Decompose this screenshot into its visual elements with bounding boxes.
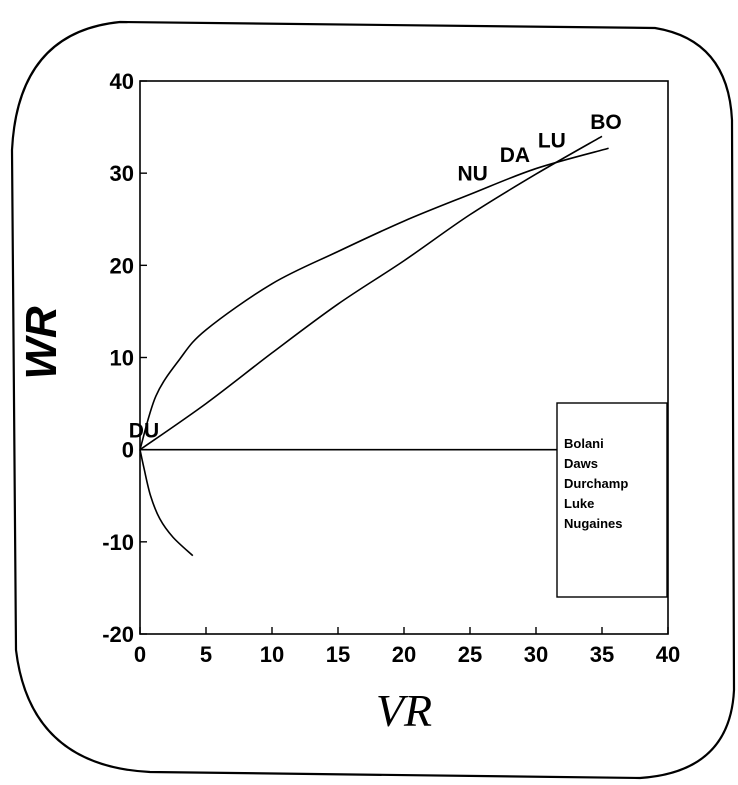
y-tick-label: 30 xyxy=(110,161,134,186)
point-labels: DU NU DA LU BO xyxy=(129,111,622,443)
x-tick-label: 15 xyxy=(326,642,350,667)
x-tick-label: 25 xyxy=(458,642,482,667)
page-frame xyxy=(10,20,736,780)
y-tick-label: -10 xyxy=(102,530,134,555)
legend-box xyxy=(556,402,668,598)
y-tick-label: 10 xyxy=(110,346,134,371)
x-tick-label: 5 xyxy=(200,642,212,667)
point-label: BO xyxy=(590,111,622,134)
point-label: DU xyxy=(129,420,159,443)
y-tick-label: 0 xyxy=(122,438,134,463)
series-curves xyxy=(139,135,609,557)
x-tick-label: 0 xyxy=(134,642,146,667)
x-tick-label: 35 xyxy=(590,642,614,667)
point-label: DA xyxy=(500,144,530,167)
x-tick-label: 10 xyxy=(260,642,284,667)
y-tick-label: 40 xyxy=(110,69,134,94)
series-line-3 xyxy=(139,449,194,557)
legend-entry: Luke xyxy=(564,496,594,511)
legend-entry: Daws xyxy=(564,456,598,471)
y-axis-title: WR xyxy=(17,306,66,380)
legend-entry: Bolani xyxy=(564,436,604,451)
x-tick-label: 20 xyxy=(392,642,416,667)
y-tick-label: -20 xyxy=(102,622,134,647)
y-axis-ticks: 40 30 20 10 0 -10 -20 xyxy=(102,69,147,647)
series-line-2 xyxy=(139,147,609,450)
legend-entry: Durchamp xyxy=(564,476,628,491)
y-tick-label: 20 xyxy=(110,253,134,278)
x-tick-label: 30 xyxy=(524,642,548,667)
series-line-1 xyxy=(139,135,603,451)
legend-entry: Nugaines xyxy=(564,516,623,531)
point-label: LU xyxy=(538,129,566,152)
legend: Bolani Daws Durchamp Luke Nugaines xyxy=(564,436,628,531)
x-tick-label: 40 xyxy=(656,642,680,667)
x-axis-title: VR xyxy=(376,685,432,736)
x-axis-ticks: 0 5 10 15 20 25 30 35 40 xyxy=(134,627,680,667)
point-label: NU xyxy=(457,163,487,186)
